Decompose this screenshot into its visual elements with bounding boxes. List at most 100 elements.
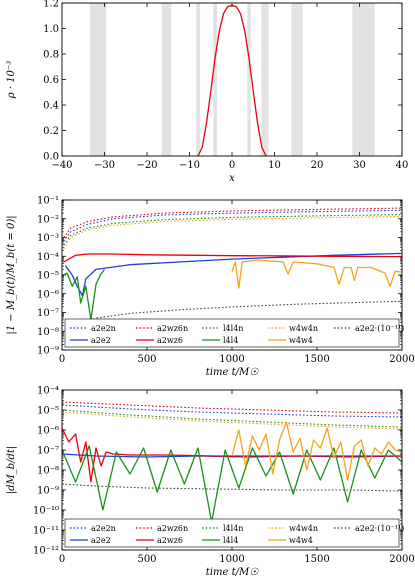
y-tick-label: 10⁻⁷ bbox=[37, 308, 59, 319]
legend-label: a2wz6 bbox=[157, 536, 183, 545]
x-tick-label: 0 bbox=[59, 554, 65, 565]
shaded-band bbox=[261, 3, 269, 156]
panel-relative-mass-loss: 0 500 1000 1500 2000 10⁻⁹ 10⁻⁸ 10⁻⁷ 10⁻⁶ 10⁻⁵ 10⁻⁴… bbox=[6, 196, 415, 379]
y-tick-label: 10⁻³ bbox=[37, 233, 59, 244]
legend-label: a2e2·(10⁻¹¹) bbox=[355, 524, 404, 533]
legend-label: a2wz6n bbox=[157, 324, 188, 333]
x-tick-label: 0 bbox=[229, 160, 235, 171]
x-tick-label: 20 bbox=[311, 160, 324, 171]
x-axis-label: x bbox=[229, 173, 235, 184]
series-line-a2wz6n bbox=[63, 207, 403, 238]
y-axis-label: |dM_b/dt| bbox=[6, 446, 17, 495]
series-line-a2e2n bbox=[63, 209, 403, 242]
y-tick-label: 10⁻⁸ bbox=[37, 327, 59, 338]
series-line-a2wz6 bbox=[61, 427, 402, 483]
shaded-band bbox=[352, 3, 375, 156]
plot-frame bbox=[61, 199, 403, 351]
y-tick-label: 10⁻¹¹ bbox=[33, 526, 59, 537]
series-line-l4l4n bbox=[63, 214, 403, 246]
y-tick-label: 10⁻⁴ bbox=[37, 386, 59, 397]
legend-label: a2e2 bbox=[91, 336, 111, 345]
legend-label: w4w4n bbox=[289, 524, 318, 533]
legend-label: l4l4 bbox=[223, 536, 238, 545]
x-tick-label: 1000 bbox=[219, 354, 244, 365]
shaded-band bbox=[196, 3, 201, 156]
x-tick-label: −10 bbox=[179, 160, 200, 171]
legend-label: a2e2n bbox=[91, 324, 116, 333]
legend-label: l4l4n bbox=[223, 324, 243, 333]
shaded-band bbox=[161, 3, 172, 156]
series-line-a2wz6 bbox=[63, 253, 403, 263]
series-line-a2e2 bbox=[64, 252, 403, 297]
y-tick-label: 10⁻⁵ bbox=[37, 271, 59, 282]
y-tick-label: 1.2 bbox=[43, 0, 59, 10]
y-tick-label: 10⁻¹² bbox=[33, 546, 59, 557]
x-tick-label: −30 bbox=[94, 160, 115, 171]
legend-label: l4l4 bbox=[223, 336, 238, 345]
series-line-l4l4n bbox=[61, 409, 403, 428]
y-tick-label: 10⁻⁶ bbox=[37, 289, 59, 300]
x-tick-label: 1000 bbox=[219, 554, 244, 565]
y-tick-label: 10⁻⁷ bbox=[37, 446, 59, 457]
y-tick-label: 0.2 bbox=[43, 126, 59, 137]
legend-label: a2wz6 bbox=[157, 336, 183, 345]
x-tick-label: 40 bbox=[396, 160, 409, 171]
y-tick-label: 10⁻¹⁰ bbox=[33, 506, 59, 517]
shaded-band bbox=[247, 3, 251, 156]
x-axis-label: time t/M☉ bbox=[206, 567, 259, 578]
legend-box bbox=[64, 318, 400, 348]
y-tick-label: 10⁻⁴ bbox=[37, 252, 59, 263]
series-line-w4w4 bbox=[231, 421, 403, 481]
y-tick-label: 10⁻⁶ bbox=[37, 426, 59, 437]
series-line-l4l4 bbox=[63, 269, 106, 321]
y-axis-label: ρ · 10⁻³ bbox=[6, 61, 17, 99]
y-tick-label: 1.0 bbox=[43, 24, 59, 35]
x-tick-label: −40 bbox=[51, 160, 72, 171]
series-line-w4w4n bbox=[61, 411, 403, 430]
x-tick-label: 500 bbox=[137, 554, 156, 565]
y-tick-label: 10⁻¹ bbox=[37, 196, 59, 207]
legend-label: a2e2·(10⁻¹¹) bbox=[355, 324, 404, 333]
y-tick-label: 0.4 bbox=[43, 101, 59, 112]
legend-label: a2e2n bbox=[91, 524, 116, 533]
y-tick-label: 10⁻⁹ bbox=[37, 486, 59, 497]
y-tick-label: 10⁻⁸ bbox=[37, 466, 59, 477]
y-tick-label: 0.6 bbox=[43, 75, 59, 86]
series-line-l4l4 bbox=[61, 445, 403, 523]
legend-label: w4w4n bbox=[289, 324, 318, 333]
x-tick-label: 2000 bbox=[389, 554, 414, 565]
panel-mass-accretion-rate: 0 500 1000 1500 2000 10⁻¹² 10⁻¹¹ 10⁻¹⁰ 10⁻⁹ 10⁻⁸ 1… bbox=[6, 386, 415, 579]
legend-label: w4w4 bbox=[289, 536, 313, 545]
y-axis-label: |1 − M_b(t)/M_b(t = 0)| bbox=[6, 215, 17, 334]
series-line-w4w4n bbox=[63, 215, 403, 250]
x-tick-label: −20 bbox=[136, 160, 157, 171]
series-line-0 bbox=[197, 4, 267, 157]
x-tick-label: 1500 bbox=[304, 554, 329, 565]
shaded-band bbox=[291, 3, 303, 156]
shaded-band bbox=[213, 3, 218, 156]
panel-density-profile: −40 −30 −20 −10 0 10 20 30 40 0.0 0.2 0.4 0.6 0.8 1.0 1… bbox=[6, 0, 408, 184]
plot-frame bbox=[61, 2, 403, 157]
x-tick-label: 2000 bbox=[389, 354, 414, 365]
x-tick-label: 10 bbox=[268, 160, 281, 171]
y-tick-label: 10⁻² bbox=[37, 214, 59, 225]
x-tick-label: 500 bbox=[137, 354, 156, 365]
plot-frame bbox=[61, 389, 403, 551]
legend-label: a2wz6n bbox=[157, 524, 188, 533]
legend-label: a2e2 bbox=[91, 536, 111, 545]
x-tick-label: 0 bbox=[59, 354, 65, 365]
x-axis-label: time t/M☉ bbox=[206, 367, 259, 378]
y-tick-label: 10⁻⁵ bbox=[37, 406, 59, 417]
shaded-band bbox=[90, 3, 107, 156]
y-tick-label: 0.8 bbox=[43, 50, 59, 61]
y-tick-label: 10⁻⁹ bbox=[37, 346, 59, 357]
series-line-w4w4 bbox=[231, 259, 403, 289]
x-tick-label: 30 bbox=[353, 160, 366, 171]
series-line-a2e2n bbox=[61, 404, 403, 418]
legend-label: l4l4n bbox=[223, 524, 243, 533]
series-line-a2wz6n bbox=[61, 401, 403, 414]
y-tick-label: 0.0 bbox=[43, 152, 59, 163]
x-tick-label: 1500 bbox=[304, 354, 329, 365]
legend-label: w4w4 bbox=[289, 336, 313, 345]
